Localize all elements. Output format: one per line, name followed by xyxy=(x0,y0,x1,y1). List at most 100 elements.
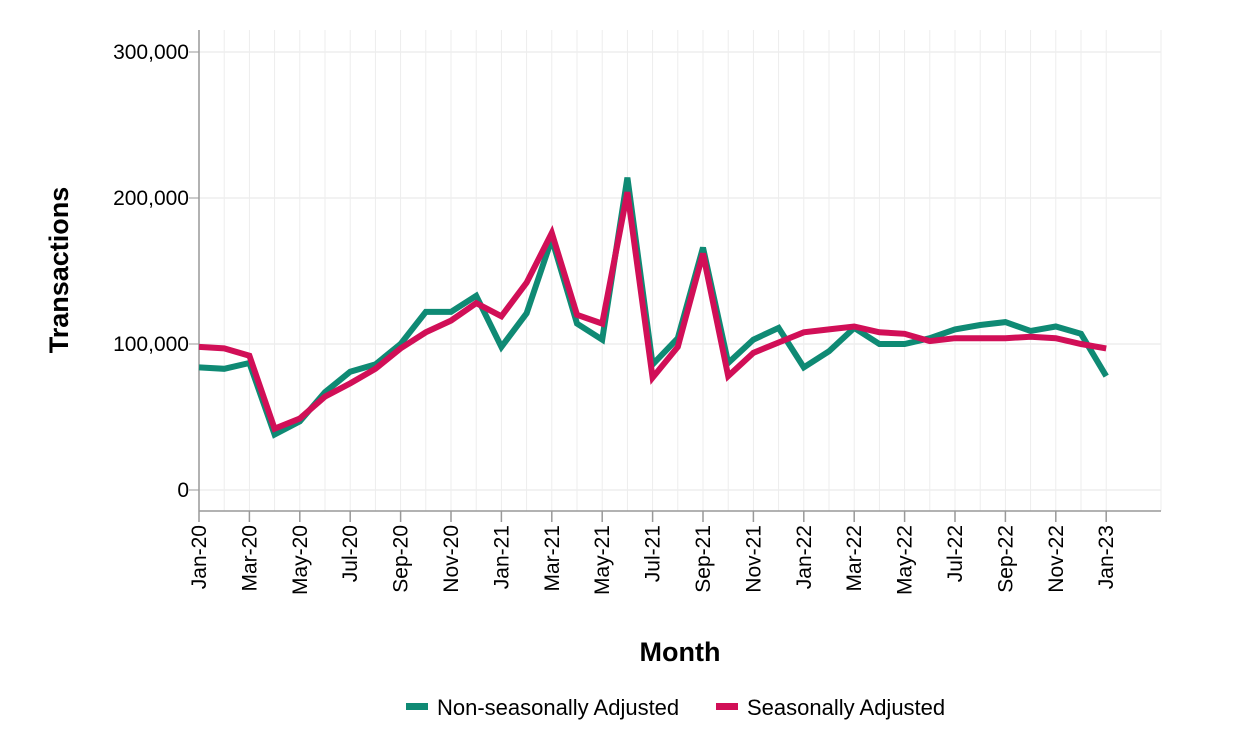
data-point xyxy=(1053,323,1059,329)
data-point xyxy=(221,345,227,351)
x-axis-title: Month xyxy=(640,637,721,667)
x-tick-label: Jan-21 xyxy=(490,525,513,589)
data-point xyxy=(599,321,605,327)
x-tick-label: Sep-21 xyxy=(692,525,715,593)
x-tick-label: Sep-22 xyxy=(994,525,1017,593)
series-lines xyxy=(196,175,1109,439)
data-point xyxy=(700,250,706,256)
axes xyxy=(198,30,1161,512)
data-point xyxy=(750,337,756,343)
y-tick-label: 0 xyxy=(177,479,189,502)
data-point xyxy=(347,369,353,375)
data-point xyxy=(675,344,681,350)
data-point xyxy=(826,348,832,354)
legend: Non-seasonally Adjusted Seasonally Adjust… xyxy=(406,695,945,720)
x-tick-label: Nov-22 xyxy=(1045,525,1068,593)
x-tick-label: Mar-21 xyxy=(541,525,564,592)
data-point xyxy=(801,329,807,335)
x-tick-label: Jan-23 xyxy=(1095,525,1118,589)
data-point xyxy=(498,344,504,350)
data-point xyxy=(776,340,782,346)
data-point xyxy=(246,353,252,359)
legend-swatch xyxy=(406,703,428,710)
y-tick-label: 300,000 xyxy=(113,41,189,64)
data-point xyxy=(826,326,832,332)
data-point xyxy=(423,329,429,335)
data-point xyxy=(599,337,605,343)
data-point xyxy=(448,309,454,315)
grid-lines xyxy=(198,30,1162,511)
data-point xyxy=(473,293,479,299)
data-point xyxy=(902,331,908,337)
data-point xyxy=(272,426,278,432)
data-point xyxy=(876,329,882,335)
legend-label: Seasonally Adjusted xyxy=(747,695,945,720)
x-tick-label: Jul-20 xyxy=(339,525,362,582)
x-axis-ticks: Jan-20 Mar-20 May-20 Jul-20 Sep-20 Nov-20 Jan-… xyxy=(188,511,1118,595)
data-point xyxy=(750,350,756,356)
data-point xyxy=(322,394,328,400)
data-point xyxy=(1103,373,1109,379)
data-point xyxy=(1002,319,1008,325)
data-point xyxy=(297,415,303,421)
x-tick-label: Mar-20 xyxy=(238,525,261,592)
x-tick-label: Jul-21 xyxy=(642,525,665,582)
y-tick-label: 200,000 xyxy=(113,187,189,210)
data-point xyxy=(549,230,555,236)
y-axis-ticks: 0 100,000 200,000 300,000 xyxy=(113,41,199,502)
x-tick-label: Jan-20 xyxy=(188,525,211,589)
data-point xyxy=(498,313,504,319)
data-point xyxy=(927,338,933,344)
data-point xyxy=(524,310,530,316)
data-point xyxy=(876,341,882,347)
data-point xyxy=(952,335,958,341)
data-point xyxy=(952,326,958,332)
x-tick-label: Jan-22 xyxy=(793,525,816,589)
x-tick-label: Sep-20 xyxy=(390,525,413,593)
legend-swatch xyxy=(716,703,738,710)
data-point xyxy=(1028,328,1034,334)
data-point xyxy=(1028,334,1034,340)
data-point xyxy=(423,309,429,315)
data-point xyxy=(196,344,202,350)
data-point xyxy=(398,345,404,351)
data-point xyxy=(1053,335,1059,341)
x-tick-label: May-20 xyxy=(289,525,312,595)
series-line-seasonally-adjusted xyxy=(198,191,1107,433)
data-point xyxy=(801,364,807,370)
data-point xyxy=(977,322,983,328)
data-point xyxy=(448,318,454,324)
data-point xyxy=(1002,335,1008,341)
data-point xyxy=(977,335,983,341)
data-point xyxy=(851,323,857,329)
data-point xyxy=(372,366,378,372)
x-tick-label: Nov-21 xyxy=(742,525,765,593)
data-point xyxy=(725,373,731,379)
data-point xyxy=(700,245,706,251)
legend-label: Non-seasonally Adjusted xyxy=(437,695,679,720)
data-point xyxy=(221,366,227,372)
data-point xyxy=(902,341,908,347)
data-point xyxy=(624,175,630,181)
x-tick-label: Mar-22 xyxy=(843,525,866,592)
x-tick-label: May-21 xyxy=(591,525,614,595)
x-tick-label: Nov-20 xyxy=(440,525,463,593)
data-point xyxy=(776,325,782,331)
x-tick-label: May-22 xyxy=(894,525,917,595)
data-point xyxy=(574,312,580,318)
x-tick-label: Jul-22 xyxy=(944,525,967,582)
data-point xyxy=(574,321,580,327)
data-point xyxy=(196,364,202,370)
y-tick-label: 100,000 xyxy=(113,333,189,356)
data-point xyxy=(473,300,479,306)
data-point xyxy=(1078,341,1084,347)
y-axis-title: Transactions xyxy=(44,187,74,354)
data-point xyxy=(650,375,656,381)
data-point xyxy=(624,189,630,195)
data-point xyxy=(1103,345,1109,351)
data-point xyxy=(347,380,353,386)
data-point xyxy=(272,432,278,438)
data-point xyxy=(524,280,530,286)
data-point xyxy=(1078,331,1084,337)
